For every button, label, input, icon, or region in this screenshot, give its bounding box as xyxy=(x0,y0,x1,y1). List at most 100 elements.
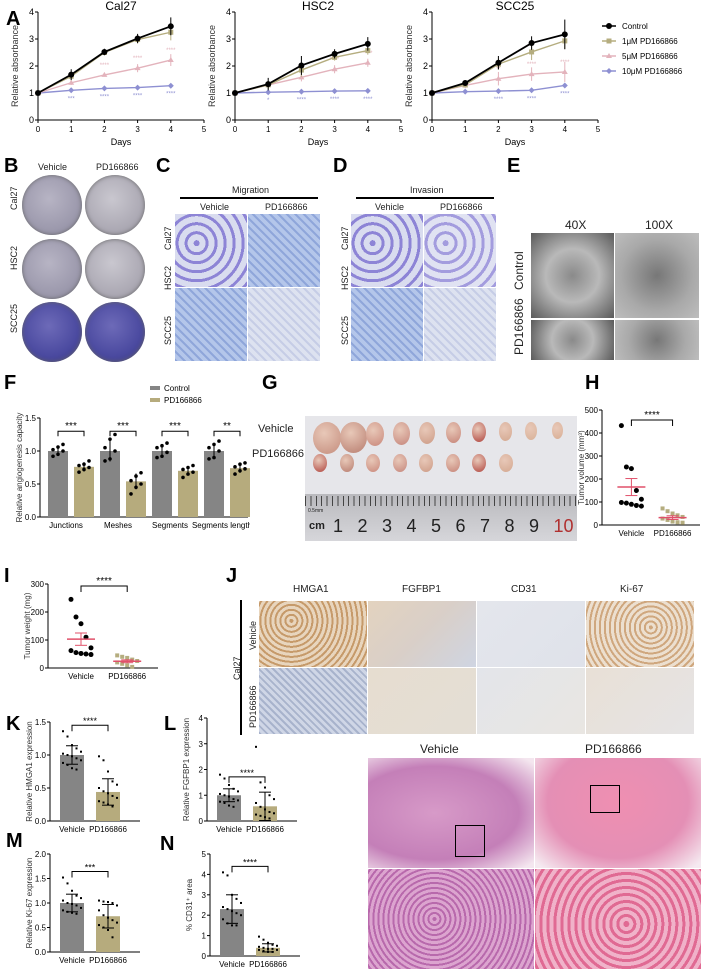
j-row-vehicle: Vehicle xyxy=(248,620,258,650)
c-row-hsc2: HSC2 xyxy=(163,265,173,290)
significance-label: * xyxy=(267,98,270,104)
x-tick-label: 1 xyxy=(463,125,468,134)
significance-label: **** xyxy=(560,60,570,66)
data-point xyxy=(82,462,86,466)
y-tick-label: 1 xyxy=(202,932,207,941)
x-tick-label: 2 xyxy=(496,125,501,134)
significance-bracket xyxy=(161,430,189,437)
x-tick-label: Junctions xyxy=(49,521,83,530)
data-point xyxy=(219,800,221,803)
data-point xyxy=(238,462,242,466)
data-point xyxy=(115,660,120,665)
x-tick-label: PD166866 xyxy=(89,956,127,965)
y-tick-label: 1.0 xyxy=(35,751,47,760)
data-point xyxy=(191,470,195,474)
y-tick-label: 3 xyxy=(29,34,34,44)
significance-label: **** xyxy=(363,97,373,103)
data-point xyxy=(66,882,69,885)
data-point xyxy=(232,798,235,801)
data-point xyxy=(623,464,629,470)
data-point xyxy=(259,814,262,817)
x-tick-label: Meshes xyxy=(104,521,132,530)
marker-circle xyxy=(606,23,612,29)
marker-circle xyxy=(134,35,141,42)
marker-circle xyxy=(561,31,568,38)
data-point xyxy=(116,783,118,786)
tumor-specimen xyxy=(366,422,384,446)
significance-bracket xyxy=(228,776,266,783)
data-point xyxy=(186,465,190,470)
data-point xyxy=(62,876,64,879)
data-point xyxy=(258,935,260,938)
he-image-pd166866-low xyxy=(534,757,702,869)
y-tick-label: 2 xyxy=(423,61,428,71)
data-point xyxy=(78,650,84,656)
legend-label: 5μM PD166866 xyxy=(622,52,678,61)
d-col-vehicle: Vehicle xyxy=(375,202,405,212)
data-point xyxy=(102,900,105,903)
y-tick-label: 1 xyxy=(29,88,34,98)
colony-plate-scc25-pd166866 xyxy=(85,302,145,362)
marker-circle xyxy=(298,62,305,69)
data-point xyxy=(271,943,274,946)
tumor-specimen xyxy=(339,422,367,453)
data-point xyxy=(223,794,226,797)
y-axis-label: Tumor volume (mm³) xyxy=(578,430,586,505)
invasion-image-hsc2-pd166866 xyxy=(423,287,497,362)
x-tick-label: Vehicle xyxy=(619,529,645,538)
significance-bracket xyxy=(630,419,674,426)
significance-label: **** xyxy=(297,98,307,104)
y-tick-label: 0.0 xyxy=(35,817,47,826)
data-point xyxy=(107,792,109,795)
data-point xyxy=(243,467,247,471)
data-point xyxy=(71,889,73,892)
ruler-number: 10 xyxy=(553,516,574,536)
data-point xyxy=(660,516,665,521)
ruler-ticks xyxy=(305,496,577,506)
significance-label: *** xyxy=(85,863,96,873)
marker-square xyxy=(606,38,612,44)
data-point xyxy=(258,948,260,951)
b-row-hsc2: HSC2 xyxy=(9,245,19,270)
colony-plate-hsc2-vehicle xyxy=(22,239,82,299)
data-point xyxy=(68,648,74,654)
ruler-number: 6 xyxy=(455,516,466,536)
data-point xyxy=(628,501,634,507)
data-point xyxy=(181,467,185,472)
chart-l-fgfbp1: 0 1 2 3 4 Relative FGFBP1 expression Vehicle PD… xyxy=(182,714,297,832)
x-tick-label: Vehicle xyxy=(59,825,85,832)
data-point xyxy=(212,455,216,460)
migration-image-cal27-pd166866 xyxy=(247,213,321,288)
y-tick-label: 3 xyxy=(202,891,207,900)
data-point xyxy=(107,928,109,931)
data-point xyxy=(276,948,278,951)
data-point xyxy=(226,874,229,877)
legend-label: 1μM PD166866 xyxy=(622,37,678,46)
he-image-pd166866-high xyxy=(534,868,702,970)
data-point xyxy=(80,750,82,753)
marker-circle xyxy=(265,81,272,88)
data-point xyxy=(628,466,634,472)
data-point xyxy=(116,904,118,907)
tumor-specimen xyxy=(313,422,341,454)
colony-plate-scc25-vehicle xyxy=(22,302,82,362)
data-point xyxy=(165,441,169,445)
data-point xyxy=(75,768,78,771)
migration-image-cal27-vehicle xyxy=(174,213,248,288)
significance-bracket xyxy=(213,430,241,437)
marker-diamond xyxy=(331,88,338,95)
significance-label: **** xyxy=(243,857,258,867)
data-point xyxy=(115,653,120,658)
data-point xyxy=(259,805,262,808)
significance-label: **** xyxy=(100,63,110,69)
data-point xyxy=(155,445,159,450)
data-point xyxy=(623,500,629,506)
g-row-vehicle: Vehicle xyxy=(258,423,294,435)
y-tick-label: 4 xyxy=(29,7,34,17)
x-tick-label: 3 xyxy=(529,125,534,134)
significance-bracket xyxy=(231,865,269,873)
y-tick-label: 2 xyxy=(199,766,204,775)
x-tick-label: PD166866 xyxy=(246,825,284,832)
significance-label: *** xyxy=(65,421,77,432)
